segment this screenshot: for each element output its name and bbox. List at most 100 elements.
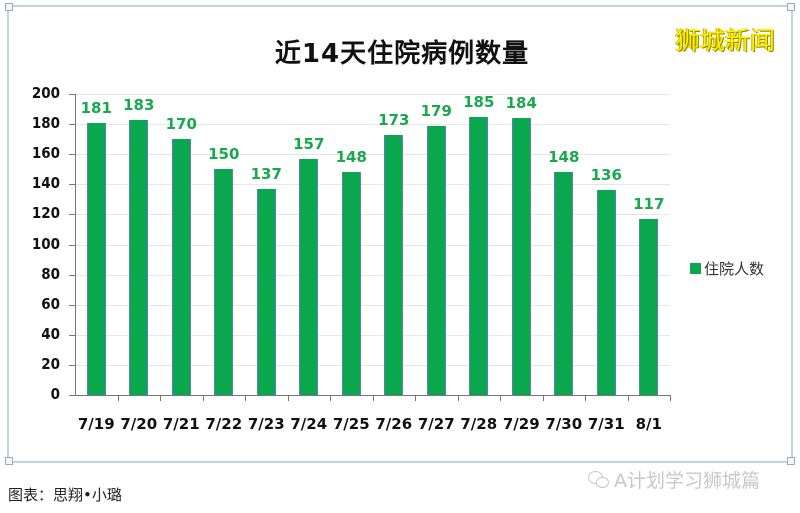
- bar-7-29[interactable]: [511, 118, 531, 395]
- data-label: 148: [548, 148, 580, 167]
- gridline: [75, 124, 670, 126]
- y-tick-label: 60: [41, 294, 60, 313]
- bar-7-24[interactable]: [299, 158, 319, 395]
- x-tick-label: 7/28: [460, 415, 498, 433]
- y-tick-mark: [69, 154, 75, 156]
- x-tick-mark: [670, 395, 671, 401]
- chart-title: 近14天住院病例数量: [274, 39, 530, 69]
- bar-7-23[interactable]: [256, 188, 276, 395]
- x-tick-mark: [627, 395, 629, 401]
- x-tick-mark: [287, 395, 289, 401]
- x-tick-label: 7/20: [120, 415, 158, 433]
- data-label: 179: [420, 101, 452, 120]
- resize-handle[interactable]: [5, 457, 13, 465]
- data-label: 148: [335, 148, 367, 167]
- data-label: 185: [463, 92, 495, 111]
- data-label: 136: [590, 166, 622, 185]
- x-tick-mark: [500, 395, 501, 401]
- x-tick-mark: [542, 395, 544, 401]
- bar-7-20[interactable]: [129, 119, 149, 395]
- watermark: A计划学习狮城篇: [588, 466, 760, 493]
- x-tick-label: 7/25: [332, 415, 370, 433]
- gridline: [75, 184, 670, 186]
- data-label: 137: [250, 164, 282, 183]
- y-tick-label: 20: [41, 354, 60, 373]
- bar-7-30[interactable]: [554, 172, 574, 395]
- brand-logo-text: 狮城新闻: [674, 26, 775, 55]
- x-tick-mark: [330, 395, 331, 401]
- y-tick-label: 120: [31, 204, 60, 223]
- gridline: [75, 304, 670, 306]
- y-tick-label: 140: [31, 174, 60, 193]
- y-tick-label: 200: [31, 84, 60, 102]
- y-tick-mark: [69, 395, 75, 396]
- x-tick-label: 7/23: [247, 415, 285, 433]
- y-tick-label: 40: [41, 324, 60, 343]
- watermark-text: A计划学习狮城篇: [614, 470, 760, 492]
- x-tick-mark: [202, 395, 204, 401]
- y-tick-mark: [69, 244, 75, 246]
- bar-7-27[interactable]: [426, 125, 446, 395]
- x-tick-label: 7/21: [162, 415, 200, 433]
- gridline: [75, 94, 670, 95]
- gridline: [75, 214, 670, 216]
- y-tick-mark: [69, 364, 75, 366]
- y-tick-label: 160: [31, 144, 60, 163]
- y-tick-label: 0: [50, 385, 60, 403]
- y-tick-mark: [69, 184, 75, 186]
- bar-7-19[interactable]: [86, 122, 106, 395]
- data-label: 173: [378, 110, 410, 129]
- data-label: 157: [293, 134, 325, 153]
- y-tick-mark: [69, 274, 75, 276]
- x-tick-label: 7/30: [545, 415, 583, 433]
- data-label: 184: [505, 94, 537, 113]
- x-tick-label: 7/22: [205, 415, 243, 433]
- legend-label: 住院人数: [704, 260, 765, 278]
- x-tick-mark: [245, 395, 246, 401]
- y-tick-mark: [69, 124, 75, 126]
- data-label: 183: [123, 95, 155, 114]
- y-tick-label: 180: [31, 114, 60, 133]
- bar-7-28[interactable]: [469, 116, 489, 395]
- bar-8-1[interactable]: [639, 218, 659, 395]
- x-tick-mark: [160, 395, 161, 401]
- y-tick-mark: [69, 214, 75, 216]
- bar-7-26[interactable]: [384, 134, 404, 395]
- gridline: [75, 154, 670, 156]
- y-axis: [75, 94, 76, 395]
- resize-handle[interactable]: [787, 457, 795, 465]
- gridline: [75, 244, 670, 246]
- y-tick-mark: [69, 94, 75, 95]
- chart-caption: 图表：思翔•小璐: [8, 486, 122, 504]
- data-label: 181: [80, 98, 112, 117]
- x-tick-label: 7/24: [290, 415, 328, 433]
- gridline: [75, 364, 670, 366]
- x-tick-label: 7/31: [587, 415, 625, 433]
- x-tick-label: 7/19: [77, 415, 115, 433]
- bar-7-21[interactable]: [171, 139, 191, 395]
- data-label: 117: [633, 194, 665, 213]
- x-tick-mark: [372, 395, 374, 401]
- legend-swatch: [690, 263, 701, 274]
- x-tick-mark: [415, 395, 416, 401]
- bar-7-31[interactable]: [596, 190, 616, 395]
- bar-7-25[interactable]: [341, 172, 361, 395]
- x-tick-mark: [457, 395, 459, 401]
- wechat-icon: [588, 470, 610, 489]
- y-tick-label: 100: [31, 234, 60, 253]
- gridline: [75, 274, 670, 276]
- x-tick-mark: [585, 395, 586, 401]
- resize-handle[interactable]: [5, 3, 13, 11]
- y-tick-label: 80: [41, 264, 60, 283]
- y-tick-mark: [69, 304, 75, 306]
- x-tick-label: 8/1: [635, 415, 662, 433]
- bar-7-22[interactable]: [214, 169, 234, 395]
- resize-handle[interactable]: [787, 3, 795, 11]
- y-tick-mark: [69, 334, 75, 336]
- data-label: 170: [165, 115, 197, 134]
- x-tick-label: 7/29: [502, 415, 540, 433]
- x-tick-label: 7/26: [375, 415, 413, 433]
- data-label: 150: [208, 145, 240, 164]
- x-tick-mark: [117, 395, 119, 401]
